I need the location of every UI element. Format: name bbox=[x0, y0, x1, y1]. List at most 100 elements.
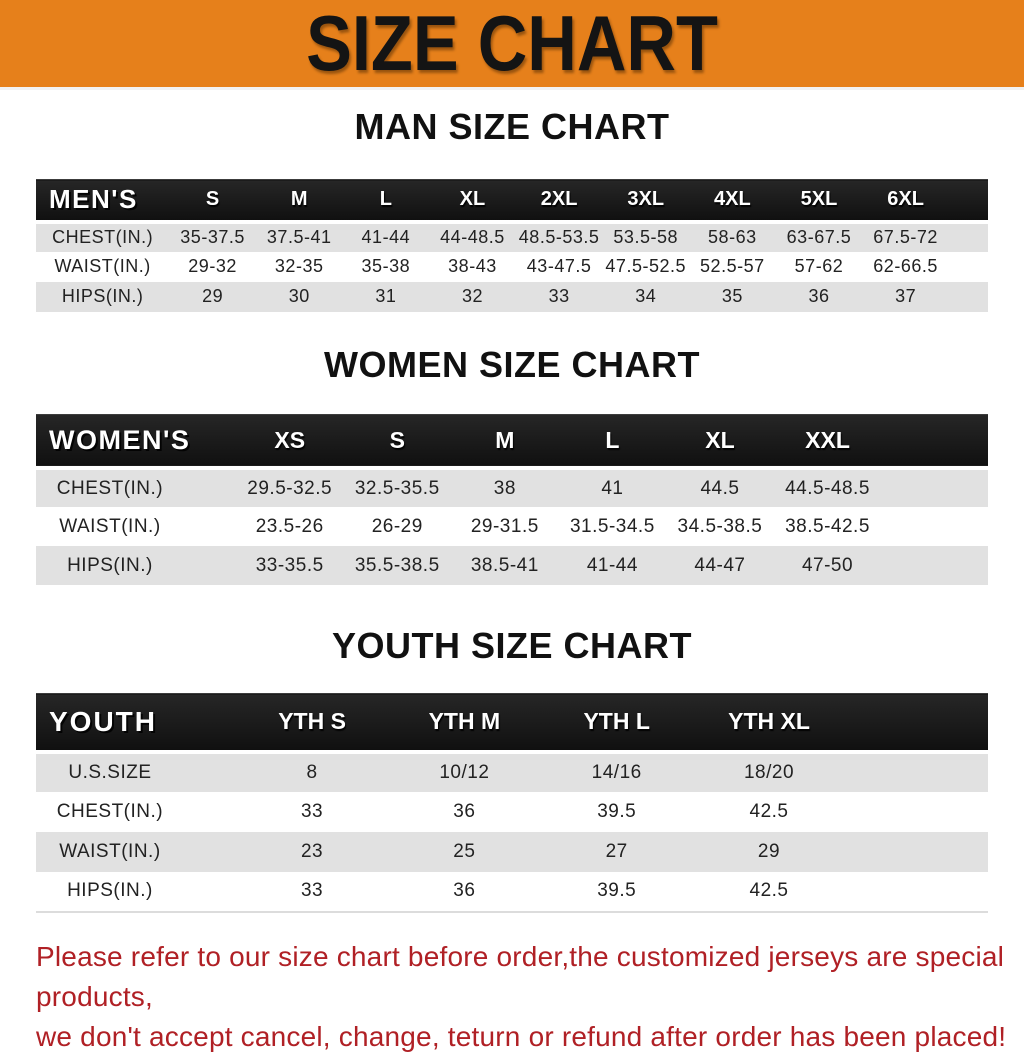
men-size-col-3xl: 3XL bbox=[602, 179, 690, 224]
women-waist-row: WAIST(IN.) 23.5-26 26-29 29-31.5 31.5-34… bbox=[36, 507, 988, 546]
row-label: HIPS(IN.) bbox=[36, 546, 236, 585]
table-cell: 43-47.5 bbox=[515, 251, 603, 282]
table-cell: 33 bbox=[235, 871, 389, 913]
table-cell: 33-35.5 bbox=[235, 546, 344, 585]
row-label: WAIST(IN.) bbox=[36, 507, 236, 546]
table-cell: 38-43 bbox=[429, 251, 516, 282]
row-spacer bbox=[948, 221, 988, 252]
row-label: CHEST(IN.) bbox=[36, 791, 236, 832]
table-cell: 10/12 bbox=[388, 751, 541, 792]
size-chart-banner: SIZE CHART bbox=[0, 0, 1024, 90]
men-size-col-5xl: 5XL bbox=[775, 179, 863, 224]
women-size-col-s: S bbox=[343, 413, 452, 470]
youth-size-col-xl: YTH XL bbox=[692, 693, 846, 754]
table-cell: 18/20 bbox=[692, 751, 846, 792]
table-cell: 48.5-53.5 bbox=[515, 221, 603, 252]
table-cell: 63-67.5 bbox=[775, 221, 863, 252]
row-label: WAIST(IN.) bbox=[36, 831, 236, 872]
table-cell: 29 bbox=[169, 281, 256, 312]
women-header-spacer bbox=[881, 413, 988, 470]
women-table-title: WOMEN'S bbox=[36, 413, 236, 470]
table-cell: 53.5-58 bbox=[602, 221, 690, 252]
women-table-header-row: WOMEN'S XS S M L XL XXL bbox=[36, 413, 988, 470]
men-table-title: MEN'S bbox=[36, 179, 170, 224]
table-cell: 42.5 bbox=[692, 871, 846, 913]
row-spacer bbox=[845, 791, 988, 832]
youth-size-col-l: YTH L bbox=[540, 693, 693, 754]
women-section-heading: WOMEN SIZE CHART bbox=[324, 343, 700, 385]
table-cell: 42.5 bbox=[692, 791, 846, 832]
table-cell: 23.5-26 bbox=[235, 507, 344, 546]
row-label: HIPS(IN.) bbox=[36, 281, 170, 312]
men-size-col-s: S bbox=[169, 179, 256, 224]
table-cell: 31 bbox=[342, 281, 430, 312]
row-spacer bbox=[948, 251, 988, 282]
women-size-col-l: L bbox=[558, 413, 667, 470]
table-cell: 35-37.5 bbox=[169, 221, 256, 252]
youth-ussize-row: U.S.SIZE 8 10/12 14/16 18/20 bbox=[36, 751, 988, 792]
youth-chest-row: CHEST(IN.) 33 36 39.5 42.5 bbox=[36, 791, 988, 832]
row-label: CHEST(IN.) bbox=[36, 468, 236, 507]
table-cell: 37.5-41 bbox=[255, 221, 343, 252]
row-label: CHEST(IN.) bbox=[36, 221, 170, 252]
youth-size-col-m: YTH M bbox=[388, 693, 541, 754]
row-spacer bbox=[948, 281, 988, 312]
table-cell: 37 bbox=[862, 281, 949, 312]
table-cell: 25 bbox=[388, 831, 541, 872]
table-cell: 41-44 bbox=[558, 546, 667, 585]
table-cell: 35.5-38.5 bbox=[343, 546, 452, 585]
row-spacer bbox=[881, 468, 988, 507]
youth-waist-row: WAIST(IN.) 23 25 27 29 bbox=[36, 831, 988, 872]
men-size-table: MEN'S S M L XL 2XL 3XL 4XL 5XL 6XL CHEST… bbox=[36, 179, 988, 312]
men-table-header-row: MEN'S S M L XL 2XL 3XL 4XL 5XL 6XL bbox=[36, 179, 988, 224]
table-cell: 62-66.5 bbox=[862, 251, 949, 282]
men-chest-row: CHEST(IN.) 35-37.5 37.5-41 41-44 44-48.5… bbox=[36, 221, 988, 252]
row-spacer bbox=[845, 831, 988, 872]
women-hips-row: HIPS(IN.) 33-35.5 35.5-38.5 38.5-41 41-4… bbox=[36, 546, 988, 585]
table-cell: 44.5 bbox=[666, 468, 774, 507]
table-cell: 32.5-35.5 bbox=[343, 468, 452, 507]
disclaimer-line-1: Please refer to our size chart before or… bbox=[36, 940, 1005, 1012]
men-size-col-m: M bbox=[255, 179, 343, 224]
women-size-col-xs: XS bbox=[235, 413, 344, 470]
table-cell: 32 bbox=[429, 281, 516, 312]
table-cell: 30 bbox=[255, 281, 343, 312]
row-spacer bbox=[881, 507, 988, 546]
table-cell: 44-47 bbox=[666, 546, 774, 585]
table-cell: 29-32 bbox=[169, 251, 256, 282]
youth-hips-row: HIPS(IN.) 33 36 39.5 42.5 bbox=[36, 871, 988, 913]
table-cell: 29-31.5 bbox=[451, 507, 559, 546]
men-hips-row: HIPS(IN.) 29 30 31 32 33 34 35 36 37 bbox=[36, 281, 988, 312]
youth-size-col-s: YTH S bbox=[235, 693, 389, 754]
table-cell: 23 bbox=[235, 831, 389, 872]
table-cell: 35 bbox=[689, 281, 776, 312]
row-label: HIPS(IN.) bbox=[36, 871, 236, 913]
table-cell: 33 bbox=[515, 281, 603, 312]
table-cell: 47-50 bbox=[773, 546, 882, 585]
table-cell: 39.5 bbox=[540, 871, 693, 913]
table-cell: 36 bbox=[775, 281, 863, 312]
men-size-col-4xl: 4XL bbox=[689, 179, 776, 224]
table-cell: 44.5-48.5 bbox=[773, 468, 882, 507]
table-cell: 29.5-32.5 bbox=[235, 468, 344, 507]
men-waist-row: WAIST(IN.) 29-32 32-35 35-38 38-43 43-47… bbox=[36, 251, 988, 282]
row-spacer bbox=[845, 871, 988, 913]
youth-size-table: YOUTH YTH S YTH M YTH L YTH XL U.S.SIZE … bbox=[36, 693, 988, 913]
table-cell: 26-29 bbox=[343, 507, 452, 546]
table-cell: 29 bbox=[692, 831, 846, 872]
women-chest-row: CHEST(IN.) 29.5-32.5 32.5-35.5 38 41 44.… bbox=[36, 468, 988, 507]
table-cell: 41-44 bbox=[342, 221, 430, 252]
women-size-col-m: M bbox=[451, 413, 559, 470]
table-cell: 34 bbox=[602, 281, 690, 312]
youth-header-spacer bbox=[845, 693, 988, 754]
table-cell: 34.5-38.5 bbox=[666, 507, 774, 546]
banner-title: SIZE CHART bbox=[306, 0, 718, 87]
table-cell: 38.5-41 bbox=[451, 546, 559, 585]
table-cell: 47.5-52.5 bbox=[602, 251, 690, 282]
youth-section-heading: YOUTH SIZE CHART bbox=[331, 625, 692, 666]
table-cell: 57-62 bbox=[775, 251, 863, 282]
row-label: U.S.SIZE bbox=[36, 751, 236, 792]
table-cell: 39.5 bbox=[540, 791, 693, 832]
table-cell: 52.5-57 bbox=[689, 251, 776, 282]
disclaimer-line-2: we don't accept cancel, change, teturn o… bbox=[36, 1020, 1007, 1052]
